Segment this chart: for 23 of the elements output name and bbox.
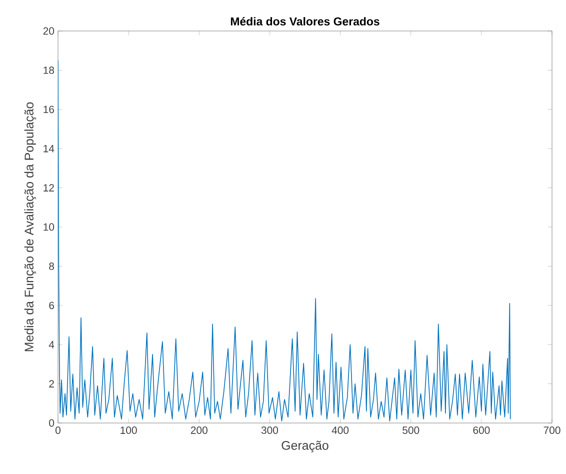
- y-tick-label: 8: [49, 262, 54, 270]
- x-tick-label: 200: [190, 426, 208, 434]
- y-tick-label: 4: [48, 341, 54, 348]
- y-tick-label: 20: [43, 27, 54, 35]
- y-tick-label: 12: [44, 184, 54, 192]
- x-tick-label: 500: [402, 426, 420, 434]
- x-tick-label: 300: [261, 426, 278, 434]
- x-tick-label: 700: [544, 426, 560, 434]
- y-axis-title: Media da Função de Avaliação da População: [24, 102, 36, 352]
- x-tick-label: 100: [120, 426, 137, 434]
- y-tick-label: 16: [44, 106, 54, 114]
- y-tick-label: 18: [44, 66, 54, 74]
- x-tick-label: 400: [332, 426, 349, 434]
- x-tick-label: 0: [55, 426, 60, 434]
- y-tick-label: 10: [44, 223, 54, 231]
- chart-title: Média dos Valores Gerados: [230, 16, 380, 26]
- y-tick-label: 0: [49, 419, 54, 427]
- y-tick-label: 2: [49, 380, 54, 388]
- x-axis-title: Geração: [282, 440, 328, 452]
- y-tick-label: 14: [44, 145, 54, 152]
- y-tick-label: 6: [49, 302, 54, 310]
- x-tick-label: 600: [473, 426, 490, 434]
- line-series: [58, 60, 511, 422]
